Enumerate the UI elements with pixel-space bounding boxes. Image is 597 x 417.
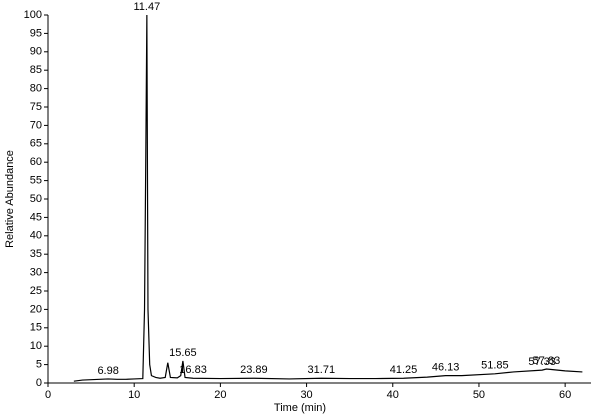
x-tick-label: 10	[128, 389, 140, 401]
y-tick-label: 100	[24, 9, 42, 21]
y-tick-label: 5	[36, 359, 42, 371]
peak-label: 6.98	[97, 365, 118, 377]
x-axis-label: Time (min)	[274, 402, 326, 414]
y-tick-label: 0	[36, 377, 42, 389]
y-tick-label: 50	[30, 193, 42, 205]
peak-label: 46.13	[432, 362, 460, 374]
peak-label: 57.33	[528, 356, 556, 368]
y-tick-label: 75	[30, 101, 42, 113]
peak-label: 31.71	[308, 364, 336, 376]
peak-label: 41.25	[390, 364, 418, 376]
y-tick-label: 95	[30, 27, 42, 39]
peak-label: 11.47	[134, 1, 161, 13]
peak-label: 15.65	[169, 347, 197, 359]
peak-label: 51.85	[481, 360, 509, 372]
y-tick-label: 65	[30, 138, 42, 150]
y-tick-label: 80	[30, 83, 42, 95]
x-tick-label: 50	[473, 389, 485, 401]
x-tick-label: 20	[214, 389, 226, 401]
peak-label: 23.89	[240, 364, 268, 376]
y-tick-label: 20	[30, 303, 42, 315]
peak-label: 57.83	[533, 355, 561, 367]
y-axis-label: Relative Abundance	[4, 150, 16, 248]
y-tick-label: 30	[30, 267, 42, 279]
x-tick-label: 60	[559, 389, 571, 401]
y-tick-label: 70	[30, 119, 42, 131]
y-tick-label: 15	[30, 322, 42, 334]
y-tick-label: 85	[30, 64, 42, 76]
x-tick-label: 40	[387, 389, 399, 401]
y-tick-label: 25	[30, 285, 42, 297]
y-tick-label: 45	[30, 211, 42, 223]
x-tick-label: 30	[300, 389, 312, 401]
y-tick-label: 40	[30, 230, 42, 242]
y-tick-label: 35	[30, 248, 42, 260]
x-tick-label: 0	[45, 389, 51, 401]
y-tick-label: 10	[30, 340, 42, 352]
trace	[73, 14, 583, 382]
peak-label: 16.83	[179, 364, 207, 376]
y-tick-label: 55	[30, 175, 42, 187]
y-tick-label: 90	[30, 46, 42, 58]
y-tick-label: 60	[30, 156, 42, 168]
